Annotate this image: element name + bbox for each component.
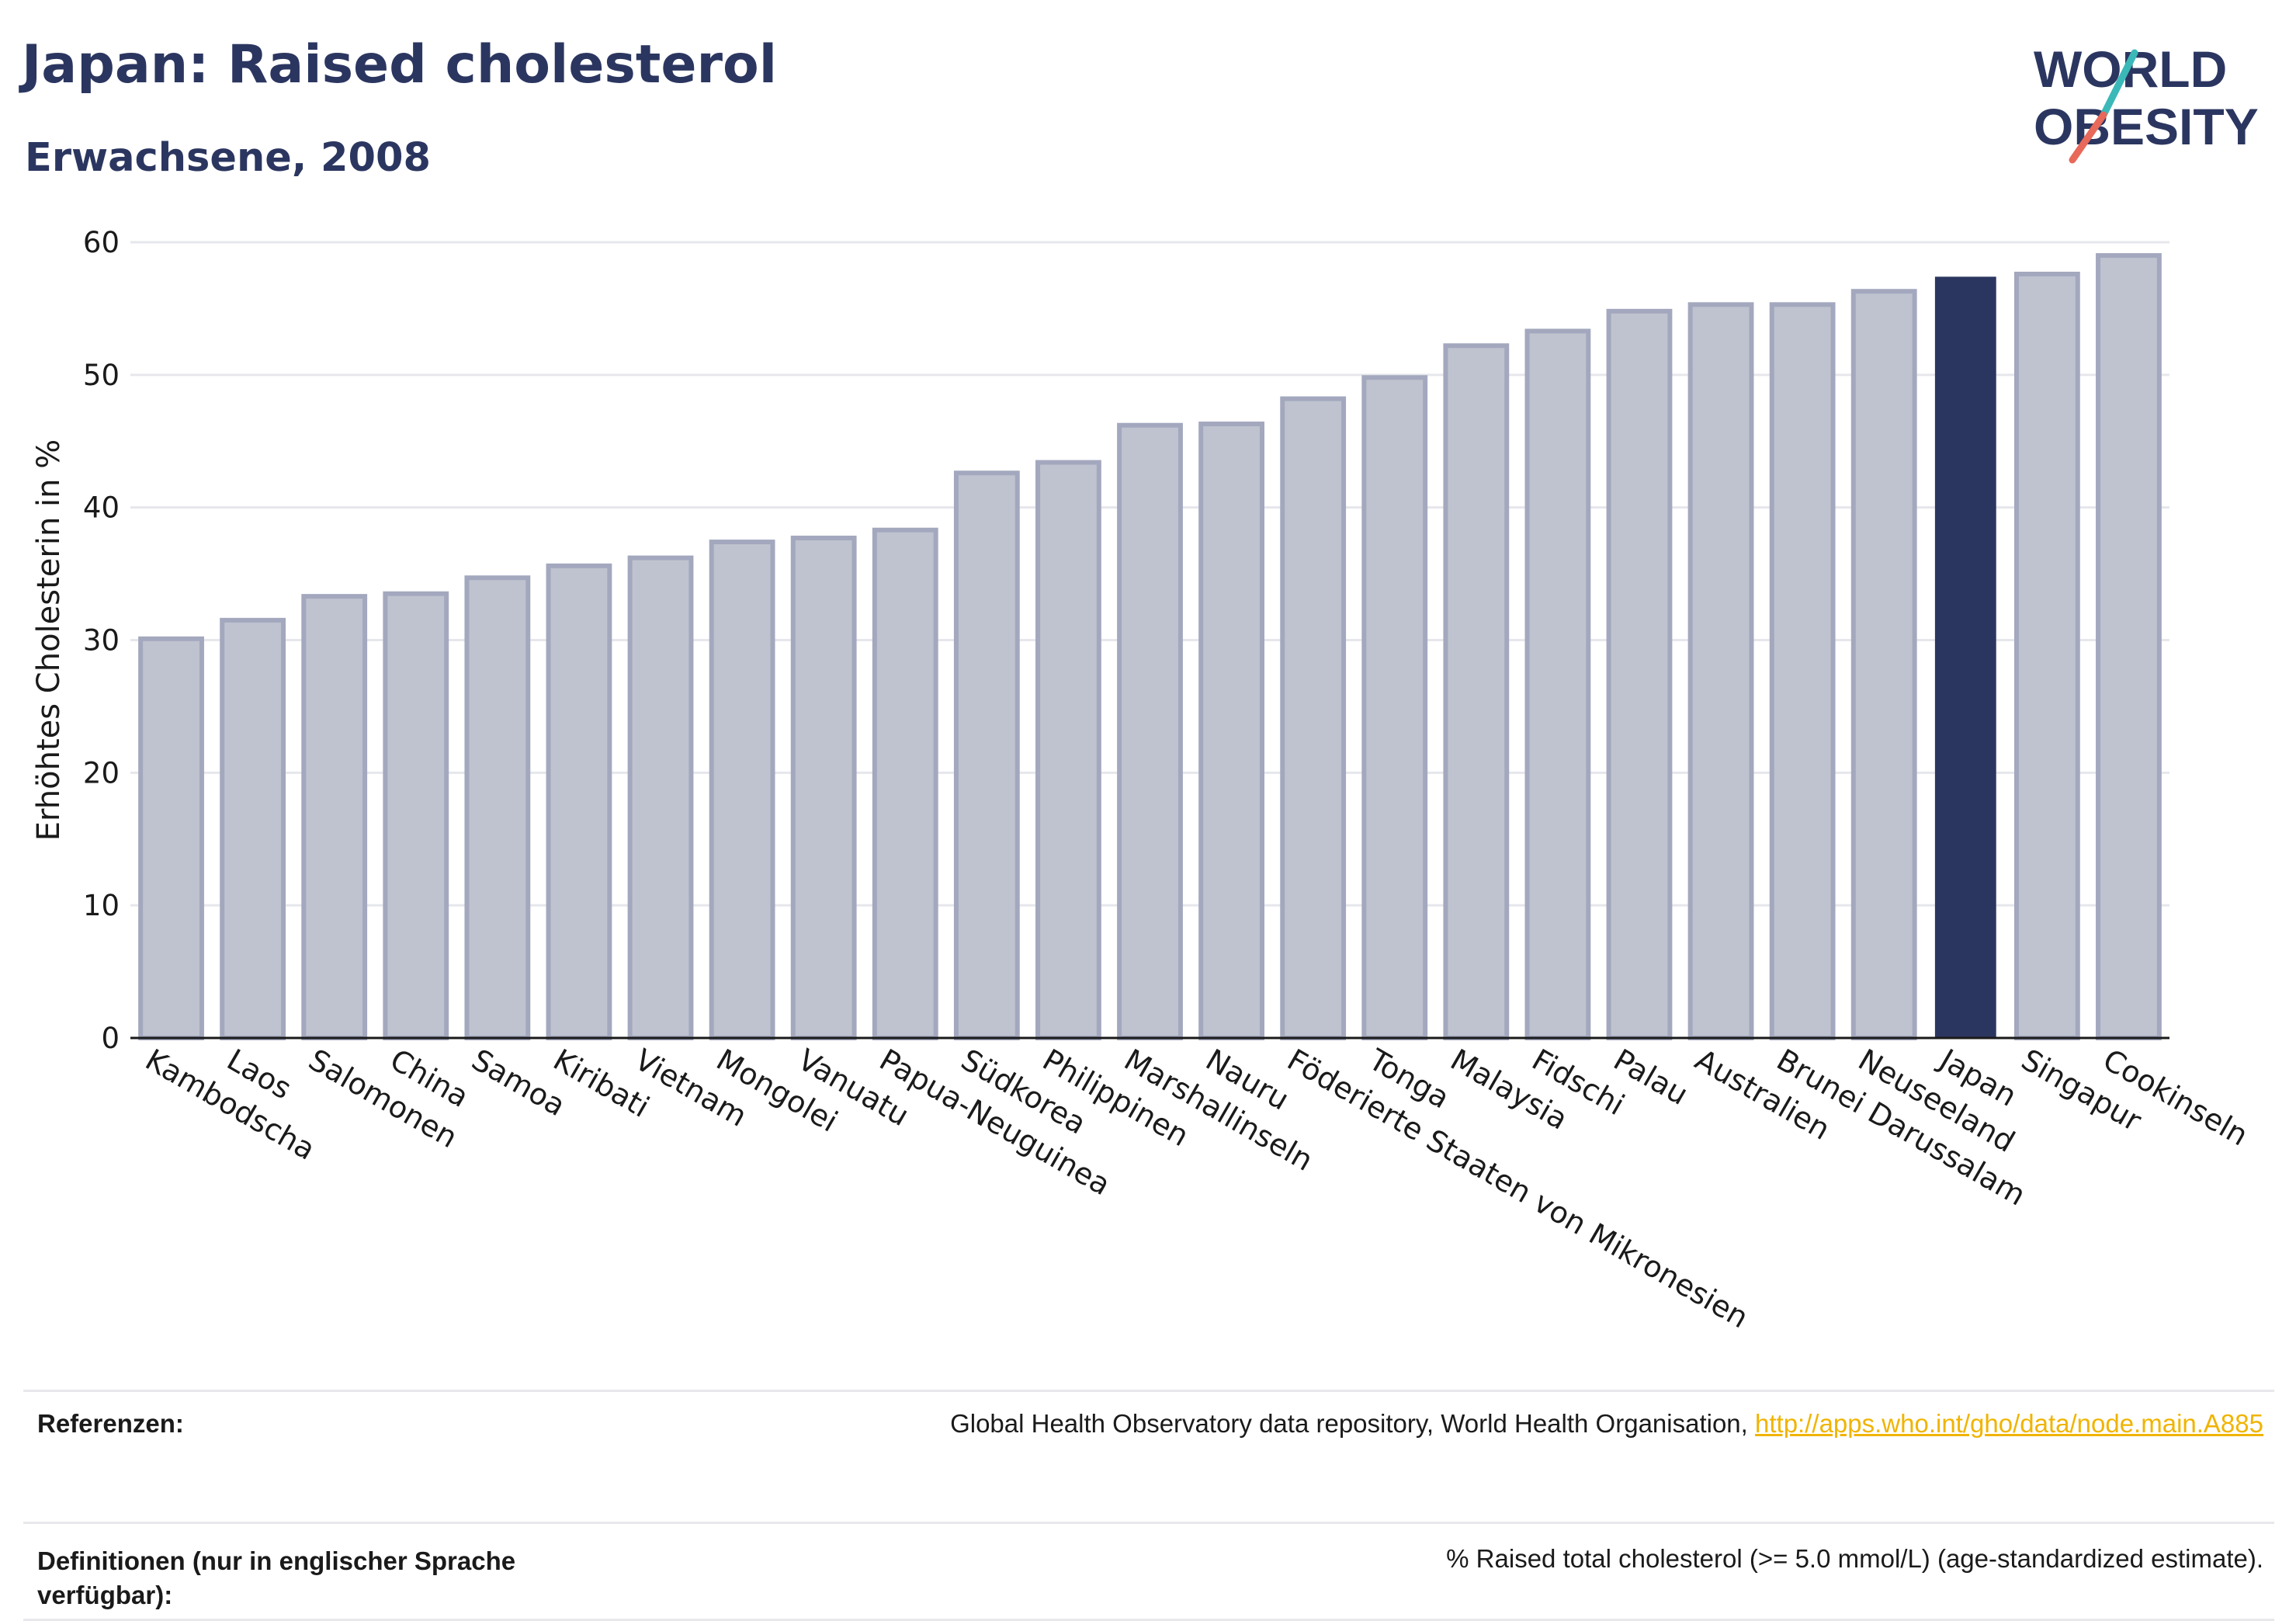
logo-word-world: WORLD [2034, 40, 2227, 98]
bar [1769, 302, 1836, 1040]
y-tick-label: 50 [83, 359, 120, 392]
y-tick-label: 10 [83, 889, 120, 922]
references-link[interactable]: http://apps.who.int/gho/data/node.main.A… [1755, 1409, 2263, 1438]
definitions-label: Definitionen (nur in englischer Sprache … [37, 1546, 516, 1609]
bar [1687, 302, 1754, 1040]
bar [709, 540, 775, 1040]
bar [220, 617, 286, 1040]
bar [383, 591, 449, 1040]
bar [464, 575, 531, 1040]
bar [2013, 272, 2080, 1040]
bar [1280, 396, 1347, 1040]
bar [2096, 253, 2162, 1041]
bar [953, 470, 1020, 1040]
y-tick-label: 40 [83, 491, 120, 525]
y-axis-label: Erhöhtes Cholesterin in % [31, 439, 67, 841]
y-tick-label: 60 [83, 226, 120, 259]
x-tick-label: Samoa [466, 1043, 571, 1123]
definitions-value: % Raised total cholesterol (>= 5.0 mmol/… [1446, 1544, 2263, 1573]
chart-title: Japan: Raised cholesterol [22, 34, 778, 95]
world-obesity-logo: WORLD OBESITY [2034, 40, 2259, 164]
bar [872, 527, 938, 1040]
logo-slash-teal [2100, 49, 2138, 119]
bar [546, 563, 612, 1040]
bar [627, 555, 694, 1040]
bar [1198, 422, 1264, 1040]
bar [1850, 289, 1917, 1041]
y-tick-label: 0 [101, 1022, 120, 1055]
bar [138, 636, 204, 1040]
logo-slash-red [2069, 111, 2107, 164]
bar [1443, 343, 1510, 1040]
bar [1035, 460, 1101, 1040]
bar-highlighted [1934, 276, 1996, 1039]
bar [1606, 308, 1673, 1041]
definitions-row: Definitionen (nur in englischer Sprache … [23, 1522, 2274, 1621]
y-tick-label: 30 [83, 624, 120, 658]
references-row: Referenzen: Global Health Observatory da… [23, 1390, 2274, 1456]
references-text: Global Health Observatory data repositor… [950, 1409, 1756, 1438]
bar [790, 535, 857, 1040]
chart-subtitle: Erwachsene, 2008 [25, 135, 431, 181]
logo-word-obesity: OBESITY [2034, 98, 2259, 155]
y-tick-label: 20 [83, 756, 120, 790]
references-value: Global Health Observatory data repositor… [950, 1409, 2263, 1439]
bar [1361, 375, 1428, 1040]
bar [301, 594, 368, 1040]
bar [1117, 422, 1183, 1040]
references-label: Referenzen: [37, 1409, 184, 1438]
bar [1524, 328, 1591, 1041]
